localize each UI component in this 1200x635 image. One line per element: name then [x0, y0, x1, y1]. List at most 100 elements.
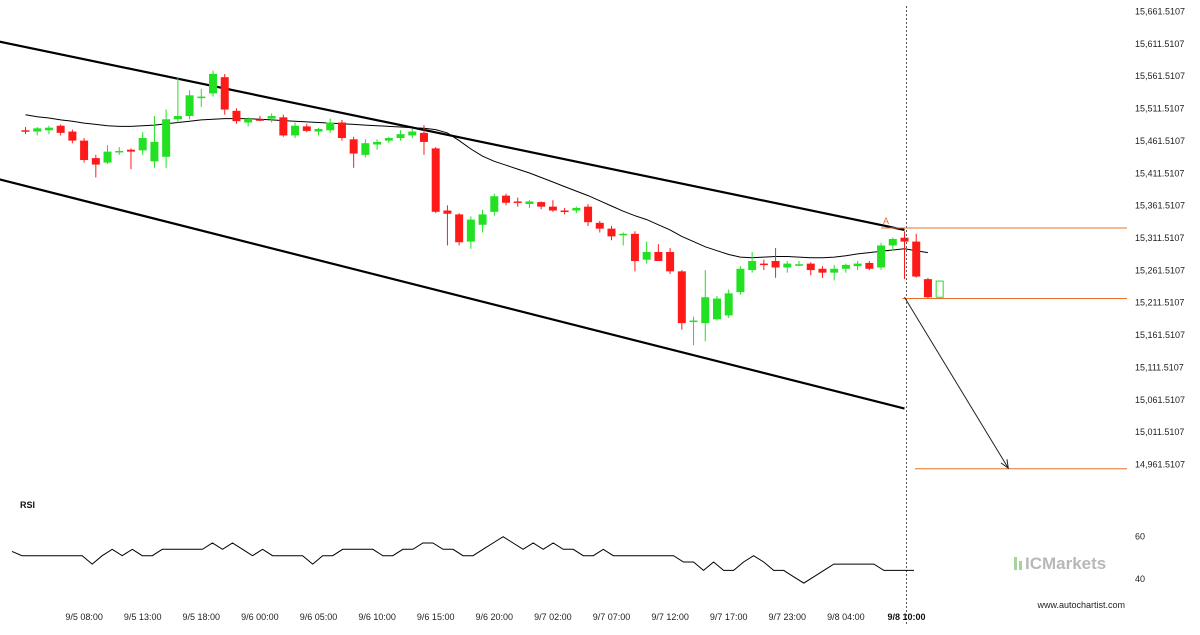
- candle-74: [888, 237, 897, 251]
- forecast-arrow-line: [904, 296, 1009, 469]
- candle-body: [337, 122, 346, 139]
- candle-45: [548, 200, 557, 212]
- levels-layer: A: [881, 6, 1127, 625]
- candle-77: [923, 277, 932, 299]
- candle-body: [701, 297, 710, 324]
- candle-75: [900, 231, 909, 280]
- price-tick-label: 14,961.5107: [1135, 460, 1185, 470]
- candle-71: [853, 261, 862, 271]
- candle-body: [80, 140, 89, 161]
- candle-6: [91, 154, 100, 178]
- candle-body: [853, 263, 862, 267]
- rsi-tick-label: 60: [1135, 532, 1145, 542]
- candle-body: [900, 237, 909, 242]
- candle-72: [865, 261, 874, 271]
- channel-upper-line: [0, 40, 905, 232]
- candle-body: [642, 251, 651, 260]
- candle-body: [361, 143, 370, 155]
- candle-17: [220, 73, 229, 115]
- candle-body: [209, 73, 218, 94]
- time-tick-label: 9/8 04:00: [827, 612, 865, 622]
- candle-body: [185, 95, 194, 117]
- candle-body: [748, 261, 757, 271]
- candle-33: [408, 128, 417, 139]
- candle-59: [712, 295, 721, 321]
- candle-body: [560, 210, 569, 213]
- watermark: www.autochartist.com: [1036, 600, 1125, 610]
- candle-body: [654, 251, 663, 262]
- price-tick-label: 15,361.5107: [1135, 201, 1185, 211]
- candle-body: [736, 268, 745, 293]
- candle-body: [877, 245, 886, 268]
- candle-body: [267, 116, 276, 119]
- time-tick-label: 9/7 02:00: [534, 612, 572, 622]
- candle-43: [525, 200, 534, 208]
- time-tick-label: 9/6 15:00: [417, 612, 455, 622]
- rsi-tick-label: 40: [1135, 574, 1145, 584]
- candle-39: [478, 209, 487, 233]
- price-axis: 15,661.5107 15,611.5107 15,561.5107 15,511.…: [1135, 6, 1185, 469]
- price-tick-label: 15,161.5107: [1135, 330, 1185, 340]
- candle-18: [232, 108, 241, 124]
- candles-layer: [21, 70, 944, 346]
- candle-body: [584, 206, 593, 223]
- candle-body: [724, 293, 733, 316]
- candle-body: [677, 271, 686, 324]
- candle-body: [408, 131, 417, 136]
- candle-body: [865, 262, 874, 269]
- candle-body: [126, 149, 135, 152]
- candle-body: [255, 119, 264, 121]
- candle-body: [115, 150, 124, 153]
- candle-1: [33, 127, 42, 136]
- candle-body: [818, 268, 827, 273]
- candle-12: [162, 109, 171, 168]
- price-tick-label: 15,061.5107: [1135, 395, 1185, 405]
- candle-body: [244, 118, 253, 123]
- candle-2: [44, 125, 53, 135]
- candle-body: [771, 261, 780, 268]
- candle-body: [232, 110, 241, 122]
- candle-4: [68, 129, 77, 144]
- candle-25: [314, 127, 323, 136]
- price-tick-label: 15,261.5107: [1135, 265, 1185, 275]
- candle-27: [337, 119, 346, 141]
- candle-20: [255, 116, 264, 122]
- candle-7: [103, 145, 112, 164]
- pattern-marker-label: A: [883, 216, 889, 226]
- pending-candle: [935, 280, 944, 298]
- candle-68: [818, 266, 827, 278]
- forecast-arrow-head: [1000, 459, 1009, 470]
- time-tick-label: 9/5 08:00: [65, 612, 103, 622]
- candle-13: [173, 77, 182, 123]
- candle-73: [877, 242, 886, 271]
- candle-body: [490, 196, 499, 212]
- candle-11: [150, 116, 159, 168]
- candle-body: [455, 214, 464, 243]
- candle-body: [888, 239, 897, 246]
- rsi-line: [11, 536, 914, 584]
- time-tick-label: 9/5 18:00: [183, 612, 221, 622]
- candle-body: [689, 320, 698, 323]
- candle-67: [806, 262, 815, 276]
- candle-21: [267, 113, 276, 123]
- candle-body: [759, 263, 768, 266]
- price-tick-label: 15,111.5107: [1135, 362, 1184, 372]
- candle-28: [349, 136, 358, 168]
- candle-57: [689, 316, 698, 346]
- candle-body: [478, 214, 487, 225]
- price-tick-label: 15,611.5107: [1135, 39, 1184, 49]
- candle-body: [33, 128, 42, 132]
- channel-layer: [0, 40, 905, 410]
- candle-63: [759, 259, 768, 271]
- candle-16: [209, 70, 218, 97]
- candle-body: [197, 96, 206, 99]
- candle-48: [584, 204, 593, 227]
- candle-44: [537, 201, 546, 210]
- candle-42: [513, 197, 522, 207]
- price-tick-label: 15,211.5107: [1135, 298, 1184, 308]
- candle-14: [185, 90, 194, 120]
- candle-body: [607, 228, 616, 237]
- candle-29: [361, 139, 370, 158]
